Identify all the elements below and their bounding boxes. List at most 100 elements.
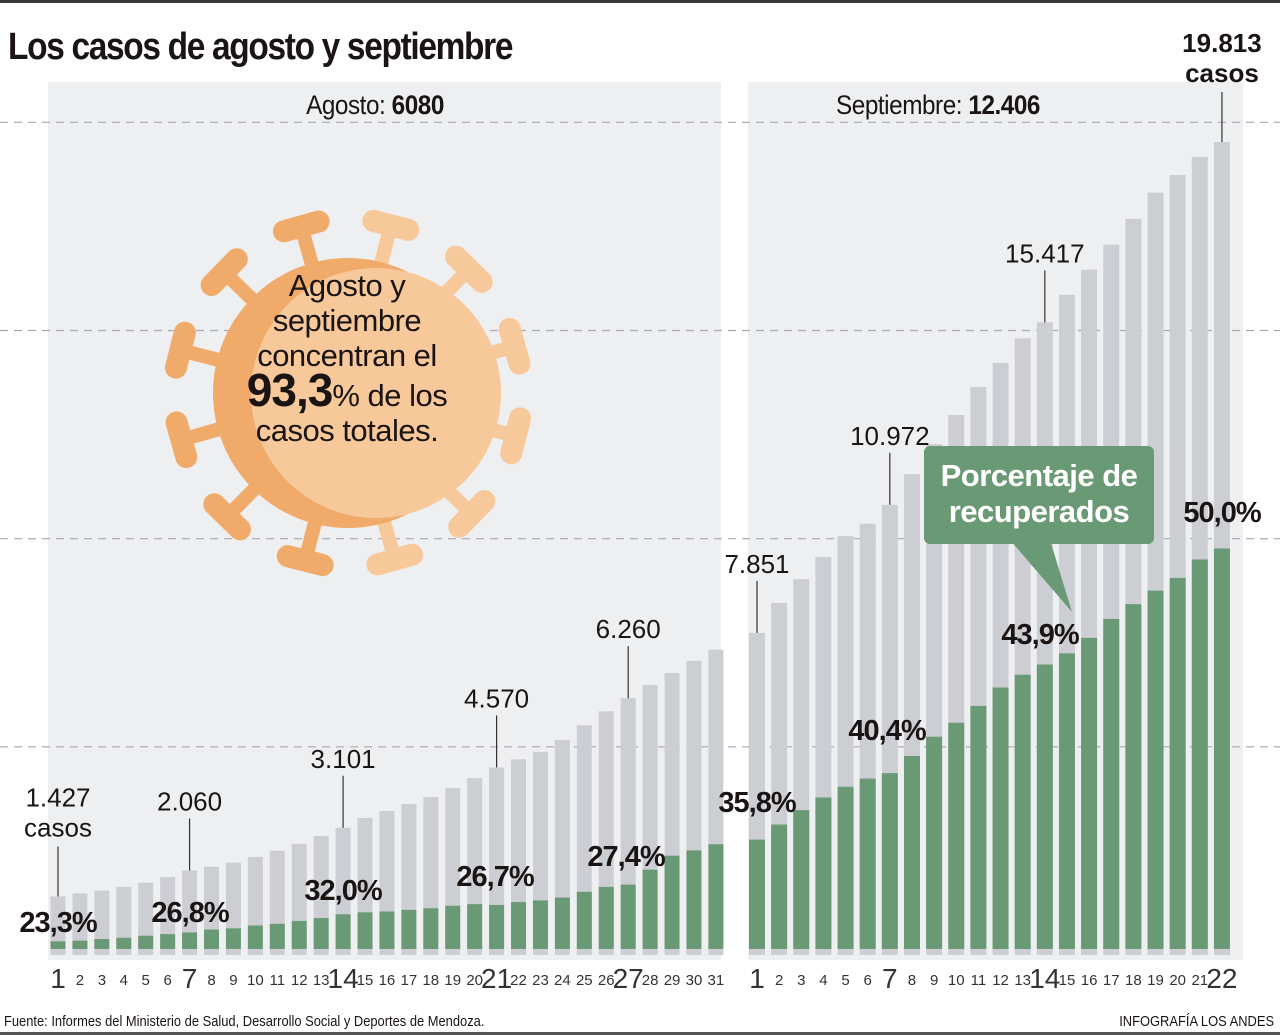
recovered-bar-september-20 bbox=[1169, 577, 1186, 949]
percent-annotation: 27,4% bbox=[587, 841, 665, 873]
callout-pointer bbox=[1010, 540, 1072, 612]
x-tick-label: 14 bbox=[1029, 963, 1060, 994]
recovered-bar-august-1 bbox=[50, 941, 66, 949]
recovered-bar-august-8 bbox=[204, 929, 220, 949]
recovered-bar-august-15 bbox=[357, 912, 373, 949]
total-bar-august-2 bbox=[72, 893, 88, 955]
total-annotation-sub: casos bbox=[1185, 58, 1259, 88]
x-tick-label: 17 bbox=[1103, 972, 1120, 989]
x-tick-label: 11 bbox=[270, 972, 286, 989]
percent-annotation: 32,0% bbox=[304, 875, 382, 907]
recovered-bar-september-13 bbox=[1014, 674, 1031, 949]
percent-annotation: 26,7% bbox=[456, 861, 534, 893]
x-tick-label: 10 bbox=[948, 972, 965, 989]
x-tick-label: 31 bbox=[708, 972, 725, 989]
bottom-rule bbox=[0, 1032, 1280, 1035]
x-tick-label: 1 bbox=[50, 963, 66, 994]
recovered-bar-august-17 bbox=[401, 909, 417, 949]
recovered-bar-august-14 bbox=[335, 914, 351, 949]
september-panel-title: Septiembre: 12.406 bbox=[821, 90, 1055, 121]
recovered-bar-september-5 bbox=[837, 786, 854, 949]
recovered-bar-september-21 bbox=[1191, 559, 1208, 949]
recovered-bar-september-8 bbox=[903, 755, 920, 949]
x-tick-label: 5 bbox=[841, 972, 849, 989]
x-tick-label: 9 bbox=[930, 972, 938, 989]
virus-spike-head bbox=[448, 490, 496, 538]
virus-spike-head bbox=[362, 209, 420, 241]
x-tick-label: 2 bbox=[76, 972, 84, 989]
percent-annotation: 50,0% bbox=[1183, 497, 1261, 529]
x-tick-label: 15 bbox=[357, 972, 374, 989]
top-rule bbox=[0, 0, 1280, 3]
total-annotation: 6.260 bbox=[596, 614, 661, 644]
virus-spike-head bbox=[445, 245, 493, 293]
recovered-bar-august-5 bbox=[138, 935, 154, 949]
virus-line-5: casos totales. bbox=[255, 413, 439, 448]
x-tick-label: 8 bbox=[908, 972, 916, 989]
recovered-bar-september-4 bbox=[815, 797, 832, 949]
percent-annotation: 35,8% bbox=[718, 787, 796, 819]
x-tick-label: 30 bbox=[686, 972, 703, 989]
august-total: 6080 bbox=[391, 90, 445, 120]
x-tick-label: 1 bbox=[749, 963, 765, 994]
recovered-bar-august-26 bbox=[598, 886, 614, 949]
x-tick-label: 24 bbox=[554, 972, 571, 989]
x-tick-label: 15 bbox=[1059, 972, 1076, 989]
virus-line-3: concentran el bbox=[257, 338, 437, 373]
recovered-bar-august-22 bbox=[511, 902, 527, 949]
total-annotation: 4.570 bbox=[464, 683, 529, 713]
virus-spike-head bbox=[165, 411, 198, 469]
recovered-bar-september-16 bbox=[1081, 637, 1098, 949]
x-tick-label: 13 bbox=[1014, 972, 1031, 989]
x-tick-label: 4 bbox=[819, 972, 827, 989]
recovered-bar-august-12 bbox=[291, 920, 307, 949]
total-bar-august-3 bbox=[94, 890, 110, 955]
total-annotation: 1.427 bbox=[25, 782, 90, 812]
x-tick-label: 21 bbox=[1191, 972, 1208, 989]
percent-annotation: 40,4% bbox=[848, 715, 926, 747]
recovered-bar-september-22 bbox=[1213, 548, 1230, 949]
x-tick-label: 5 bbox=[142, 972, 150, 989]
x-tick-label: 13 bbox=[313, 972, 330, 989]
x-tick-label: 20 bbox=[466, 972, 483, 989]
recovered-bar-august-2 bbox=[72, 940, 88, 949]
x-tick-label: 7 bbox=[882, 963, 898, 994]
recovered-bar-august-4 bbox=[116, 937, 132, 949]
x-tick-label: 19 bbox=[1147, 972, 1164, 989]
virus-body-light bbox=[251, 268, 501, 518]
september-total: 12.406 bbox=[968, 90, 1041, 120]
recovered-bar-august-13 bbox=[313, 918, 329, 949]
recovered-bar-september-18 bbox=[1125, 604, 1142, 949]
x-tick-label: 28 bbox=[642, 972, 659, 989]
recovered-bar-august-30 bbox=[686, 850, 702, 949]
percent-annotation: 43,9% bbox=[1001, 619, 1079, 651]
august-label: Agosto: bbox=[306, 90, 386, 120]
virus-spike-head bbox=[203, 493, 251, 541]
x-tick-label: 3 bbox=[797, 972, 805, 989]
virus-line-2: septiembre bbox=[272, 303, 422, 338]
virus-spike-head bbox=[500, 407, 532, 465]
virus-big-percent: 93,3 bbox=[246, 364, 334, 416]
virus-illustration bbox=[164, 209, 532, 577]
recovered-bar-august-25 bbox=[576, 891, 592, 949]
virus-callout-text: Agosto y septiembre concentran el 93,3% … bbox=[222, 268, 472, 448]
chart-title: Los casos de agosto y septiembre bbox=[8, 26, 513, 68]
total-annotation: 7.851 bbox=[724, 549, 789, 579]
recovered-bar-august-16 bbox=[379, 911, 395, 949]
recovered-bar-september-9 bbox=[926, 736, 943, 949]
x-tick-label: 6 bbox=[163, 972, 171, 989]
x-tick-label: 17 bbox=[401, 972, 418, 989]
recovered-bar-september-11 bbox=[970, 705, 987, 949]
x-tick-label: 18 bbox=[1125, 972, 1142, 989]
x-tick-label: 4 bbox=[120, 972, 128, 989]
x-tick-label: 7 bbox=[182, 963, 198, 994]
x-tick-label: 3 bbox=[98, 972, 106, 989]
total-annotation: 10.972 bbox=[850, 421, 930, 451]
x-tick-label: 14 bbox=[328, 963, 359, 994]
x-tick-label: 23 bbox=[532, 972, 549, 989]
virus-spike-head bbox=[200, 248, 248, 296]
x-tick-label: 22 bbox=[1206, 963, 1237, 994]
recovered-bar-august-9 bbox=[225, 928, 241, 949]
recovered-bar-september-15 bbox=[1058, 653, 1075, 949]
